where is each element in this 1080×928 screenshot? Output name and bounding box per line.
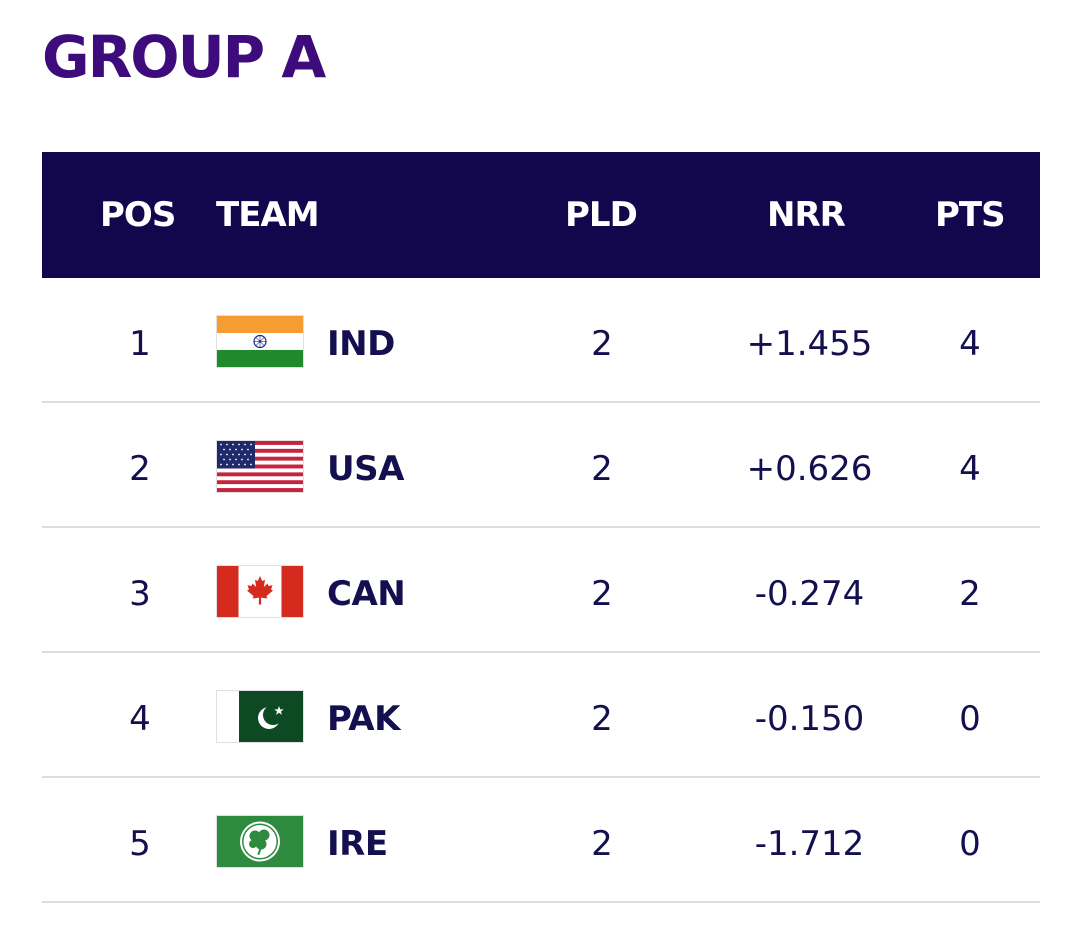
table-row[interactable]: 3 CAN 2 -0.274 2: [42, 528, 1040, 653]
group-title: GROUP A: [42, 23, 326, 91]
row-pld: 2: [591, 824, 613, 864]
row-nrr: -0.150: [754, 699, 865, 739]
standings-table: POS TEAM PLD NRR PTS 1 IND 2: [42, 152, 1040, 903]
row-pld: 2: [591, 449, 613, 489]
row-pts: 0: [959, 699, 981, 739]
row-pts: 2: [959, 574, 981, 614]
row-pts: 4: [959, 324, 981, 364]
row-pts: 4: [959, 449, 981, 489]
row-pos: 1: [129, 324, 151, 364]
row-pos: 3: [129, 574, 151, 614]
header-pts: PTS: [935, 195, 1006, 235]
header-nrr: NRR: [767, 195, 846, 235]
pakistan-flag-icon: [216, 690, 304, 743]
row-nrr: +1.455: [746, 324, 873, 364]
row-pld: 2: [591, 574, 613, 614]
canada-flag-icon: [216, 565, 304, 618]
india-flag-icon: [216, 315, 304, 368]
table-row[interactable]: 5 IRE 2 -1.712 0: [42, 778, 1040, 903]
table-row[interactable]: 2: [42, 403, 1040, 528]
header-pos: POS: [100, 195, 176, 235]
row-pos: 2: [129, 449, 151, 489]
row-nrr: -1.712: [754, 824, 865, 864]
row-nrr: -0.274: [754, 574, 865, 614]
row-pos: 4: [129, 699, 151, 739]
ireland-flag-icon: [216, 815, 304, 868]
row-pld: 2: [591, 324, 613, 364]
table-row[interactable]: 4 PAK 2 -0.150 0: [42, 653, 1040, 778]
row-team: CAN: [327, 574, 406, 614]
header-team: TEAM: [216, 195, 320, 235]
table-header: POS TEAM PLD NRR PTS: [42, 152, 1040, 278]
header-pld: PLD: [565, 195, 638, 235]
row-team: IRE: [327, 824, 388, 864]
row-team: IND: [327, 324, 395, 364]
row-team: USA: [327, 449, 404, 489]
row-pts: 0: [959, 824, 981, 864]
row-pld: 2: [591, 699, 613, 739]
row-pos: 5: [129, 824, 151, 864]
usa-flag-icon: [216, 440, 304, 493]
row-team: PAK: [327, 699, 400, 739]
table-row[interactable]: 1 IND 2 +1.455 4: [42, 278, 1040, 403]
row-nrr: +0.626: [746, 449, 873, 489]
